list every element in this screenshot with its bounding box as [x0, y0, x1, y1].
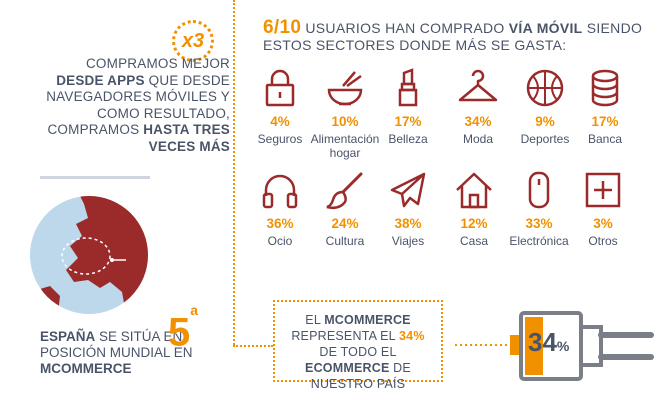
heading-text-2: SIENDO ESTOS SECTORES DONDE MÁS SE GASTA…	[263, 20, 643, 53]
category-percent: 12%	[460, 216, 488, 231]
m-bold-2: 34%	[399, 329, 425, 343]
mcommerce-bold: MCOMMERCE	[40, 361, 132, 376]
battery-unit: %	[556, 338, 570, 354]
globe-spain-icon	[30, 196, 148, 314]
m-bold-3: ECOMMERCE	[305, 361, 390, 375]
category-casa: 12% Casa	[434, 170, 514, 248]
apps-statement: COMPRAMOS MEJOR DESDE APPS QUE DESDE NAV…	[40, 56, 230, 155]
coins-icon	[591, 69, 619, 107]
category-label: Ocio	[267, 234, 293, 248]
category-cultura: 24% Cultura	[305, 170, 385, 248]
m-bold-1: MCOMMERCE	[324, 313, 411, 327]
m-text-3: DE TODO EL	[319, 345, 397, 359]
battery-plug-icon	[455, 311, 654, 381]
hanger-icon	[458, 69, 498, 102]
category-otros: 3% Otros	[563, 170, 643, 248]
battery-value: 34	[528, 327, 557, 357]
spain-bold: ESPAÑA	[40, 329, 96, 344]
apps-text-bold-2: HASTA TRES VECES MÁS	[143, 122, 230, 154]
spain-statement: ESPAÑA SE SITÚA EN POSICIÓN MUNDIAL EN M…	[40, 329, 250, 377]
category-banca: 17% Banca	[565, 68, 645, 146]
lipstick-icon	[398, 68, 418, 107]
category-deportes: 9% Deportes	[505, 68, 585, 146]
lock-icon	[265, 69, 295, 107]
m-text-1: EL	[305, 313, 325, 327]
airplane-icon	[390, 172, 426, 208]
battery-label: 34%	[528, 327, 569, 358]
category-percent: 33%	[525, 216, 553, 231]
heading-text-1: USUARIOS HAN COMPRADO	[301, 20, 509, 36]
category-label: Electrónica	[509, 234, 569, 248]
category-ocio: 36% Ocio	[240, 170, 320, 248]
category-belleza: 17% Belleza	[368, 68, 448, 146]
category-alimentacion: 10% Alimentación hogar	[305, 68, 385, 160]
paintbrush-icon	[326, 172, 363, 210]
category-label: Deportes	[520, 132, 570, 146]
m-text-2: REPRESENTA EL	[291, 329, 400, 343]
dotted-connector-horizontal	[233, 345, 273, 347]
category-percent: 24%	[331, 216, 359, 231]
category-percent: 36%	[266, 216, 294, 231]
category-electronica: 33% Electrónica	[499, 170, 579, 248]
basketball-icon	[526, 69, 564, 107]
headphones-icon	[262, 174, 298, 209]
category-label: Alimentación hogar	[310, 132, 380, 160]
category-percent: 4%	[270, 114, 290, 129]
category-percent: 10%	[331, 114, 359, 129]
category-percent: 17%	[394, 114, 422, 129]
dotted-connector-vertical	[233, 0, 235, 345]
category-percent: 9%	[535, 114, 555, 129]
category-percent: 38%	[394, 216, 422, 231]
times-three-badge: x3	[172, 20, 214, 62]
category-percent: 3%	[593, 216, 613, 231]
category-moda: 34% Moda	[438, 68, 518, 146]
category-seguros: 4% Seguros	[240, 68, 320, 146]
bowl-icon	[327, 71, 363, 106]
category-label: Otros	[588, 234, 618, 248]
category-percent: 34%	[464, 114, 492, 129]
category-label: Moda	[462, 132, 494, 146]
mcommerce-statement: EL MCOMMERCE REPRESENTA EL 34% DE TODO E…	[273, 300, 443, 391]
divider	[40, 176, 150, 179]
heading-bold: VÍA MÓVIL	[508, 20, 583, 36]
category-label: Cultura	[325, 234, 365, 248]
rank-value: 5	[168, 310, 191, 355]
apps-text-bold-1: DESDE APPS	[56, 72, 145, 88]
category-label: Viajes	[391, 234, 425, 248]
battery-fill	[525, 317, 543, 375]
category-percent: 17%	[591, 114, 619, 129]
category-viajes: 38% Viajes	[368, 170, 448, 248]
plus-icon	[585, 172, 621, 208]
rank-suffix: a	[190, 302, 199, 318]
spain-text: SE SITÚA EN POSICIÓN MUNDIAL EN	[40, 329, 193, 360]
badge-label: x3	[181, 29, 205, 52]
category-label: Belleza	[388, 132, 428, 146]
category-label: Banca	[587, 132, 623, 146]
mouse-icon	[528, 171, 550, 209]
house-icon	[456, 172, 492, 209]
apps-text-1: COMPRAMOS MEJOR	[85, 56, 230, 71]
heading-ratio: 6/10	[263, 17, 302, 38]
m-text-4: DE NUESTRO PAÍS	[310, 361, 411, 391]
category-label: Seguros	[257, 132, 303, 146]
apps-text-2: QUE DESDE NAVEGADORES MÓVILES Y COMO RES…	[46, 72, 230, 138]
rank-number: 5a	[168, 302, 198, 355]
category-label: Casa	[459, 234, 488, 248]
sectors-heading: 6/10 USUARIOS HAN COMPRADO VÍA MÓVIL SIE…	[263, 17, 663, 54]
